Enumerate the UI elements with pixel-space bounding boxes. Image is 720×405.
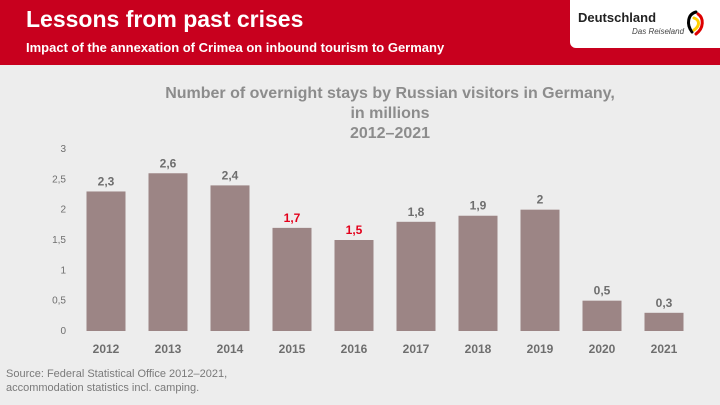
y-tick-label: 0,5: [52, 296, 66, 307]
logo-tagline: Das Reiseland: [632, 27, 685, 36]
data-label-2012: 2,3: [98, 174, 115, 188]
header-banner: Lessons from past crises Impact of the a…: [0, 0, 720, 65]
source-note: Source: Federal Statistical Office 2012–…: [6, 367, 227, 395]
data-label-2018: 1,9: [470, 199, 487, 213]
brand-logo: Deutschland Das Reiseland: [570, 0, 720, 48]
bar-2019: [520, 209, 560, 331]
source-line-1: Source: Federal Statistical Office 2012–…: [6, 368, 228, 380]
data-label-2021: 0,3: [656, 296, 673, 310]
data-label-2020: 0,5: [594, 284, 611, 298]
bar-2017: [396, 221, 436, 331]
bar-2020: [582, 300, 622, 331]
data-label-2014: 2,4: [222, 168, 239, 182]
chart-title: Number of overnight stays by Russian vis…: [90, 84, 690, 144]
x-tick-label-2020: 2020: [589, 342, 616, 356]
bar-2018: [458, 215, 498, 331]
page-title: Lessons from past crises: [26, 6, 304, 32]
logo-name: Deutschland: [578, 10, 657, 25]
bar-2021: [644, 312, 684, 331]
x-tick-label-2014: 2014: [217, 342, 244, 356]
bar-2016: [334, 240, 374, 331]
x-tick-label-2019: 2019: [527, 342, 554, 356]
chart-title-line-3: 2012–2021: [349, 125, 431, 142]
y-tick-label: 3: [60, 144, 66, 155]
x-tick-label-2013: 2013: [155, 342, 182, 356]
bar-2012: [86, 191, 126, 331]
x-tick-label-2017: 2017: [403, 342, 430, 356]
y-tick-label: 2: [60, 205, 66, 216]
page-subtitle: Impact of the annexation of Crimea on in…: [26, 40, 445, 55]
data-label-2015: 1,7: [284, 211, 301, 225]
bar-2014: [210, 185, 250, 331]
data-label-2016: 1,5: [346, 223, 363, 237]
data-label-2013: 2,6: [160, 156, 177, 170]
x-tick-label-2018: 2018: [465, 342, 492, 356]
y-tick-label: 0: [60, 326, 66, 337]
y-tick-label: 1: [60, 265, 66, 276]
y-tick-label: 2,5: [52, 174, 66, 185]
x-tick-label-2021: 2021: [651, 342, 678, 356]
chart-title-line-1: Number of overnight stays by Russian vis…: [165, 85, 615, 102]
y-tick-label: 1,5: [52, 235, 66, 246]
logo-swirl-icon: [687, 10, 704, 36]
x-tick-label-2016: 2016: [341, 342, 368, 356]
x-tick-label-2015: 2015: [279, 342, 306, 356]
x-tick-label-2012: 2012: [93, 342, 120, 356]
bar-2013: [148, 173, 188, 331]
bar-2015: [272, 227, 312, 331]
data-label-2017: 1,8: [408, 205, 425, 219]
source-line-2: accommodation statistics incl. camping.: [6, 382, 200, 394]
chart-title-line-2: in millions: [350, 105, 430, 122]
data-label-2019: 2: [537, 193, 544, 207]
